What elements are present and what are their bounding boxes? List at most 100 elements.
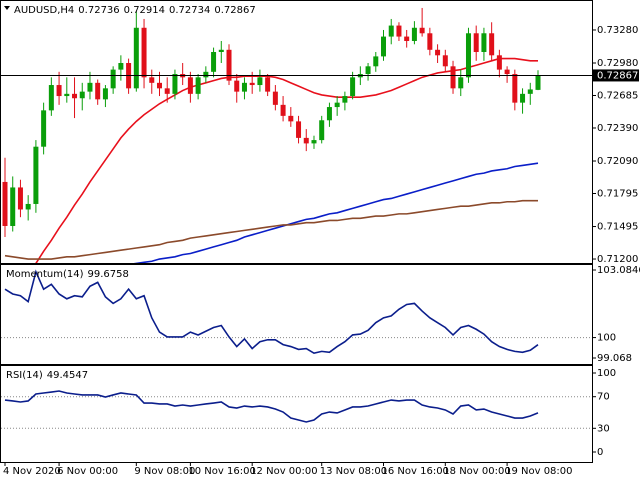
candle-body [156,82,162,89]
indicator-line [4,390,539,423]
rsi-value: 49.4547 [47,370,88,381]
candle-body [87,82,93,92]
candle-body [218,49,224,52]
y-tick-label: 0.71495 [597,222,638,233]
candle-body [342,96,348,103]
x-tick-label: 12 Nov 00:00 [250,466,317,477]
x-tick-label: 6 Nov 00:00 [57,466,118,477]
candle-body [388,25,394,37]
y-tick-label: 0.71200 [597,254,638,265]
candle-body [72,93,78,99]
candle-body [56,85,62,97]
candle-body [187,77,193,94]
rsi-title: RSI(14) [6,370,43,381]
candle-body [141,27,147,78]
candle-body [110,69,116,89]
candle-body [288,115,294,122]
panel-plot [1,269,592,354]
candle-body [504,69,510,75]
rsi-panel-frame [0,365,593,463]
candle-body [133,27,139,89]
candle-body [149,77,155,83]
candle-body [17,187,23,210]
y-tick-label: 0.73280 [597,25,638,36]
candle-body [102,88,108,100]
last-price-label: 0.72867 [597,70,638,81]
candle-body [79,91,85,99]
momentum-panel-frame [0,264,593,365]
y-tick-label: 70 [597,392,610,403]
high-price: 0.72914 [124,5,165,16]
indicator-line [4,199,538,260]
candle-body [350,77,356,97]
candle-body [527,89,533,94]
candle-body [473,33,479,52]
candle-body [241,82,247,92]
rsi-header: RSI(14) 49.4547 [6,370,88,381]
candle-body [172,74,178,94]
candle-body [10,187,16,226]
candle-body [211,51,217,72]
momentum-title: Momentum(14) [6,269,84,280]
candle-body [48,85,54,111]
candle-body [265,77,271,92]
panel-plot [1,390,592,429]
momentum-value: 99.6758 [88,269,129,280]
candle-body [535,75,541,90]
x-tick-label: 9 Nov 08:00 [134,466,195,477]
candle-body [203,71,209,78]
x-tick-label: 4 Nov 2020 [3,466,61,477]
y-tick-label: 0.72390 [597,123,638,134]
candle-body [411,27,417,41]
candle-body [64,93,70,97]
plot-layer: 0.73280 0.72980 0.72685 0.72390 0.72090 0.717… [1,7,640,477]
candle-body [296,121,302,138]
candle-body [442,55,448,67]
candle-body [280,104,286,116]
candle-body [234,80,240,92]
indicator-line [35,57,538,263]
candle-body [2,181,8,226]
y-tick-label: 0.72090 [597,156,638,167]
candle-body [365,66,371,75]
candle-body [458,77,464,89]
candle-body [319,120,325,141]
candle-body [465,33,471,78]
candle-body [450,66,456,89]
candle-body [326,107,332,121]
candle-body [435,49,441,56]
candle-body [272,91,278,105]
candle-body [481,33,487,52]
candle-body [249,82,255,86]
y-tick-label: 0.72685 [597,90,638,101]
x-tick-label: 10 Nov 16:00 [188,466,255,477]
x-tick-label: 18 Nov 00:00 [443,466,510,477]
candle-body [419,27,425,34]
candle-body [118,63,124,70]
candle-body [195,77,201,94]
candle-body [257,77,263,86]
y-tick-label: 0 [597,447,603,458]
candle-body [512,74,518,103]
last-price-box [593,69,639,82]
candle-body [404,36,410,41]
candle-body [496,55,502,70]
candle-body [25,203,31,210]
y-tick-label: 30 [597,423,610,434]
candle-body [164,88,170,94]
candle-body [520,93,526,103]
candle-body [373,56,379,67]
y-tick-label: 100 [597,368,616,379]
close-price: 0.72867 [214,5,255,16]
y-tick-label: 99.068 [597,353,632,364]
candle-body [381,36,387,57]
momentum-header: Momentum(14) 99.6758 [6,269,129,280]
candle-body [41,110,47,147]
main-panel-frame [0,0,593,264]
panel-plot [2,7,541,263]
main-header: AUDUSD,H4 0.72736 0.72914 0.72734 0.72867 [14,5,256,16]
candle-body [427,33,433,50]
x-tick-label: 19 Nov 08:00 [505,466,572,477]
y-tick-label: 0.71795 [597,189,638,200]
